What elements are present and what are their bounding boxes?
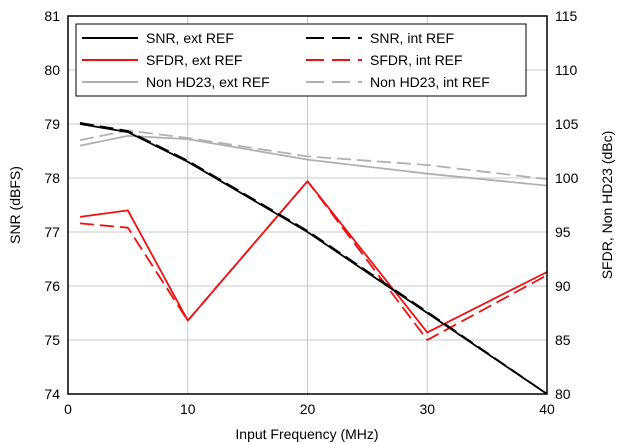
- y-tick-label-left: 77: [44, 224, 60, 240]
- series-line-2: [79, 180, 548, 334]
- ticks: 0 10 20 30 40 74 75 76 77 78 79 80 81 80 85 90 95 100 105 1…: [44, 8, 578, 417]
- series-line-4: [79, 134, 548, 187]
- legend-label-3: SFDR, int REF: [370, 52, 463, 68]
- x-axis-label: Input Frequency (MHz): [235, 426, 378, 442]
- y-axis-label-right: SFDR, Non HD23 (dBc): [599, 131, 615, 280]
- series-layer: [79, 122, 548, 395]
- y-tick-label-right: 115: [555, 8, 578, 24]
- legend-label-2: SFDR, ext REF: [146, 52, 242, 68]
- y-tick-label-right: 80: [555, 386, 571, 402]
- y-tick-label-right: 90: [555, 278, 571, 294]
- y-tick-label-left: 75: [44, 332, 60, 348]
- plot-frame: [67, 15, 548, 395]
- y-tick-label-left: 76: [44, 278, 60, 294]
- y-tick-label-left: 74: [44, 386, 60, 402]
- legend-label-4: Non HD23, ext REF: [146, 74, 270, 90]
- x-tick-label: 30: [419, 401, 435, 417]
- y-tick-label-right: 110: [555, 62, 578, 78]
- y-tick-label-right: 85: [555, 332, 571, 348]
- y-axis-label-left: SNR (dBFS): [7, 166, 23, 244]
- legend: SNR, ext REF SNR, int REF SFDR, ext REF SFD…: [75, 23, 527, 97]
- series-line-5: [79, 129, 548, 180]
- x-tick-label: 20: [300, 401, 316, 417]
- x-tick-label: 0: [64, 401, 72, 417]
- y-tick-label-left: 81: [44, 8, 60, 24]
- y-tick-label-left: 78: [44, 170, 60, 186]
- legend-box: [75, 23, 527, 97]
- series-line-1: [79, 122, 548, 395]
- series-line-0: [79, 123, 548, 395]
- y-tick-label-right: 100: [555, 170, 579, 186]
- x-tick-label: 10: [180, 401, 196, 417]
- y-tick-label-left: 79: [44, 116, 60, 132]
- legend-label-5: Non HD23, int REF: [370, 74, 490, 90]
- y-tick-label-left: 80: [44, 62, 60, 78]
- series-line-3: [79, 180, 548, 341]
- y-tick-label-right: 95: [555, 224, 571, 240]
- legend-label-0: SNR, ext REF: [146, 30, 234, 46]
- x-tick-label: 40: [539, 401, 555, 417]
- legend-label-1: SNR, int REF: [370, 30, 454, 46]
- y-tick-label-right: 105: [555, 116, 579, 132]
